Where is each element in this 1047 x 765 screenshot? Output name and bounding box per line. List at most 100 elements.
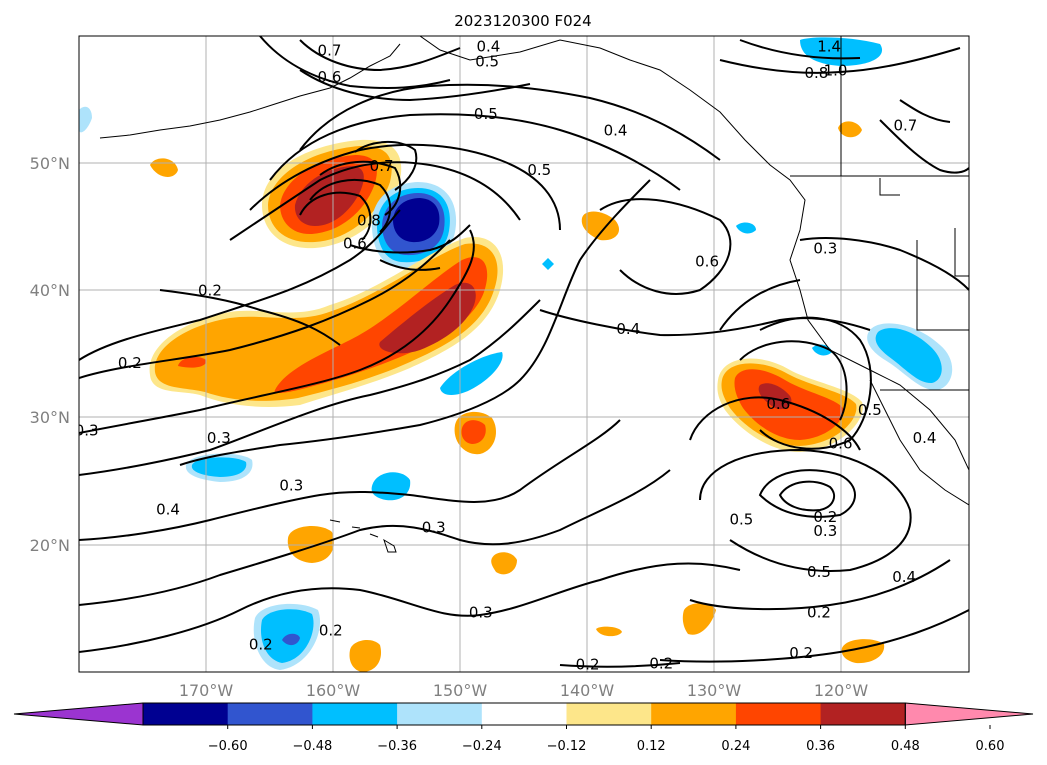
- colorbar-tick-label: 0.24: [721, 739, 750, 754]
- contour-label: 0.7: [318, 41, 342, 59]
- contour-label: 0.3: [422, 518, 446, 536]
- neg-blob-8: [736, 222, 756, 234]
- blob-5: [682, 603, 716, 635]
- contour-label: 0.5: [729, 511, 753, 529]
- colorbar-box: [820, 703, 906, 725]
- lon-tick-label: 160°W: [306, 681, 361, 700]
- colorbar-box: [397, 703, 483, 725]
- colorbar: −0.60 −0.48 −0.36 −0.24 −0.12 0.12 0.24 0.36 0.4…: [13, 702, 1034, 754]
- gridlines: [79, 36, 969, 672]
- contour-label: 0.4: [892, 568, 916, 586]
- blob-4: [491, 552, 517, 575]
- contour-label: 0.2: [807, 603, 831, 621]
- contour-label: 0.2: [813, 508, 837, 526]
- contour-label: 0.6: [695, 252, 719, 270]
- neg-blob-5-core: [875, 328, 942, 384]
- blob-1-core: [461, 420, 486, 444]
- blob-7: [349, 639, 382, 672]
- lon-tick-labels: 170°W 160°W 150°W 140°W 130°W 120°W: [179, 681, 869, 700]
- contour-label: 0.2: [319, 621, 343, 639]
- contour-label: 0.3: [207, 429, 231, 447]
- map-frame: [78, 35, 970, 673]
- contour-label: 1.4: [817, 37, 841, 55]
- lat-tick-label: 40°N: [30, 281, 70, 300]
- colorbar-frame: [142, 702, 906, 726]
- colorbar-tick-label: −0.24: [462, 739, 502, 754]
- colorbar-box: [143, 703, 229, 725]
- contour-labels: 0.4 0.5 0.6 0.7 0.5 0.4 0.5 0.7 0.8 0.6 0.6 0.3 0.7 1…: [75, 37, 937, 672]
- lat-tick-label: 30°N: [30, 408, 70, 427]
- colorbar-tick-label: 0.36: [806, 739, 835, 754]
- colorbar-tick-label: 0.60: [976, 739, 1005, 754]
- contour-label: 0.4: [616, 320, 640, 338]
- contour-label: 0.5: [527, 161, 551, 179]
- contour-label: 0.8: [804, 64, 828, 82]
- contour-label: 0.4: [913, 429, 937, 447]
- colorbar-box: [735, 703, 822, 725]
- neg-blob-10: [812, 344, 832, 356]
- colorbar-tick-label: −0.60: [208, 739, 248, 754]
- contour-label: 0.3: [75, 422, 99, 440]
- colorbar-box: [651, 703, 737, 725]
- contour-label: 0.6: [343, 235, 367, 253]
- colorbar-box: [481, 703, 567, 725]
- positive-band-red: [274, 257, 488, 394]
- colorbar-tick-label: 0.48: [891, 739, 920, 754]
- blob-2: [581, 211, 620, 241]
- contour-label: 0.3: [469, 603, 493, 621]
- contour-label: 0.3: [813, 240, 837, 258]
- contour-label: 0.4: [476, 37, 500, 55]
- hawaii: [329, 519, 397, 553]
- lat-tick-label: 50°N: [30, 154, 70, 173]
- east-positive-darkred: [758, 383, 792, 410]
- contour-label: 0.5: [858, 401, 882, 419]
- contour-label: 0.2: [789, 644, 813, 662]
- contour-label: 0.2: [649, 654, 673, 672]
- lat-tick-labels: 50°N 40°N 30°N 20°N: [30, 154, 70, 555]
- neg-blob-1: [440, 352, 503, 395]
- contour-label: 0.4: [156, 500, 180, 518]
- contour-label: 0.2: [118, 354, 142, 372]
- lon-tick-label: 120°W: [814, 681, 869, 700]
- contour-label: 0.7: [370, 157, 394, 175]
- positive-spot-bc: [838, 121, 862, 138]
- contour-label: 0.2: [198, 282, 222, 300]
- colorbar-tick-label: 0.12: [637, 739, 666, 754]
- neg-blob-4-inner: [282, 633, 300, 646]
- colorbar-extend-low: [13, 702, 144, 726]
- lon-tick-label: 140°W: [560, 681, 615, 700]
- lon-tick-label: 150°W: [433, 681, 488, 700]
- contour-label: 0.6: [829, 434, 853, 452]
- positive-band-orange: [154, 243, 498, 401]
- contour-label: 0.6: [766, 395, 790, 413]
- aleutians: [99, 43, 401, 139]
- positive-spot-west: [178, 356, 207, 368]
- lon-tick-label: 170°W: [179, 681, 234, 700]
- map-title: 2023120300 F024: [454, 12, 591, 30]
- baja-coast: [869, 379, 969, 506]
- contour-label: 1.0: [824, 62, 848, 80]
- neg-blob-2-core: [191, 457, 247, 477]
- lon-tick-label: 130°W: [687, 681, 742, 700]
- colorbar-tick-label: −0.12: [547, 739, 587, 754]
- contour-label: 0.5: [807, 563, 831, 581]
- lat-tick-label: 20°N: [30, 536, 70, 555]
- contour-label: 0.3: [813, 522, 837, 540]
- colorbar-tick-label: −0.36: [377, 739, 417, 754]
- colorbar-box: [312, 703, 398, 725]
- state-line-1: [916, 240, 969, 331]
- contour-label: 0.7: [893, 116, 917, 134]
- contour-label: 0.5: [474, 105, 498, 123]
- contour-label: 0.4: [604, 121, 628, 139]
- positive-band-darkred: [379, 282, 476, 354]
- blob-8: [596, 626, 622, 637]
- contour-label: 0.8: [357, 212, 381, 230]
- state-line-2: [879, 178, 969, 277]
- colorbar-box: [566, 703, 652, 725]
- contour-label: 0.3: [279, 476, 303, 494]
- map-content: 0.4 0.5 0.6 0.7 0.5 0.4 0.5 0.7 0.8 0.6 0.6 0.3 0.7 1…: [75, 36, 969, 672]
- contours: [79, 36, 969, 668]
- contour-label: 0.6: [318, 68, 342, 86]
- coastlines: [99, 36, 969, 553]
